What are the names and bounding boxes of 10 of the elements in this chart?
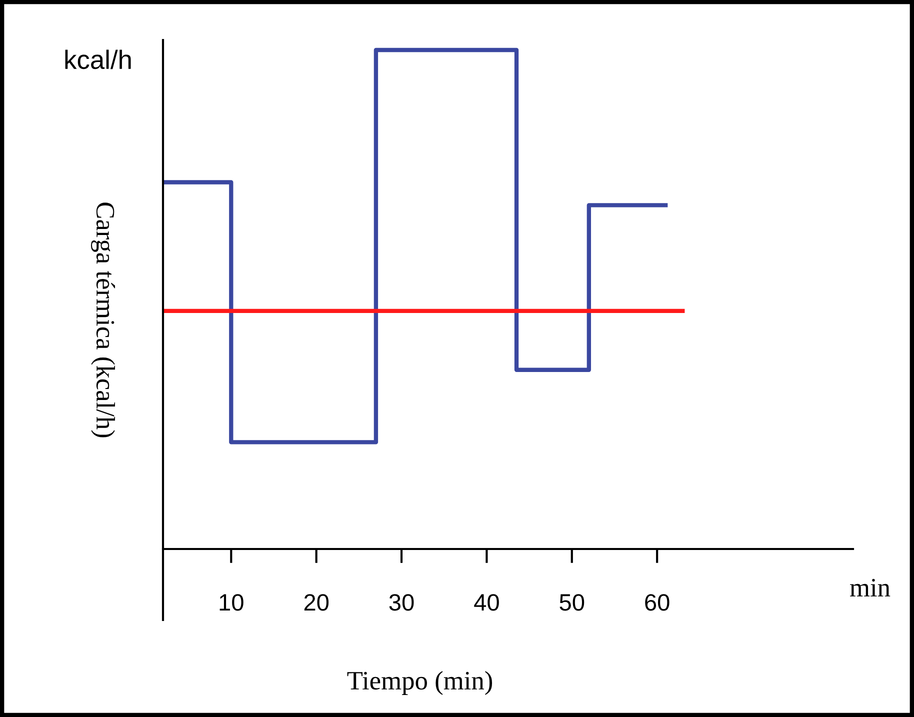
x-tick-label: 30 [389, 594, 414, 611]
y-axis-title: Carga térmica (kcal/h) [90, 202, 116, 438]
x-tick-label: 50 [560, 594, 584, 611]
x-tick-label: 60 [645, 594, 670, 611]
x-axis-title: Tiempo (min) [347, 671, 492, 695]
x-tick-label: 40 [474, 594, 499, 611]
text: min [850, 578, 890, 596]
x-tick-label: 10 [220, 594, 244, 611]
x-tick-label: 20 [304, 594, 329, 611]
text: kcal/h [65, 50, 131, 70]
